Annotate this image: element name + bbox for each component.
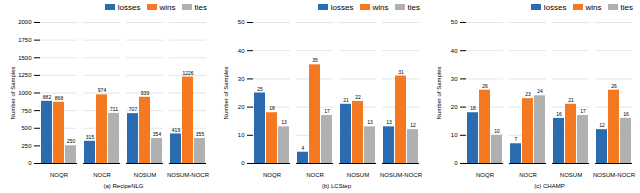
html-text:losses: losses (330, 2, 354, 12)
svg-text:500: 500 (21, 125, 32, 131)
svg-text:18: 18 (470, 105, 476, 111)
svg-text:NOCR: NOCR (519, 172, 537, 178)
html-text:wins: wins (159, 2, 176, 12)
svg-text:707: 707 (129, 106, 138, 112)
svg-text:10: 10 (238, 132, 245, 138)
svg-text:1250: 1250 (18, 72, 32, 78)
html-text:wins: wins (372, 2, 389, 12)
svg-text:50: 50 (238, 19, 245, 25)
svg-text:355: 355 (196, 131, 205, 137)
svg-text:16: 16 (623, 111, 629, 117)
svg-text:0: 0 (454, 160, 458, 166)
html-text:wins: wins (585, 2, 602, 12)
svg-text:7: 7 (515, 136, 518, 142)
svg-text:22: 22 (355, 94, 361, 100)
svg-text:2000: 2000 (18, 19, 32, 25)
html-text:ties: ties (194, 2, 207, 12)
svg-text:13: 13 (386, 119, 392, 125)
svg-text:Number of Samples: Number of Samples (10, 66, 16, 119)
svg-text:26: 26 (482, 83, 488, 89)
svg-text:(b) LCStep: (b) LCStep (322, 183, 352, 189)
svg-text:711: 711 (110, 106, 118, 112)
svg-text:12: 12 (410, 122, 416, 128)
svg-text:17: 17 (580, 108, 586, 114)
svg-text:1500: 1500 (18, 55, 32, 61)
svg-text:30: 30 (451, 76, 458, 82)
svg-text:13: 13 (367, 119, 373, 125)
svg-text:NOSUM-NOCR: NOSUM-NOCR (593, 172, 636, 178)
svg-text:31: 31 (398, 69, 404, 75)
svg-text:24: 24 (537, 88, 543, 94)
html-text:ties: ties (407, 2, 420, 12)
svg-text:NOSUM: NOSUM (347, 172, 369, 178)
svg-text:13: 13 (281, 119, 287, 125)
svg-text:1226: 1226 (182, 70, 193, 76)
html-text:ties: ties (620, 2, 633, 12)
svg-text:10: 10 (451, 132, 458, 138)
svg-text:250: 250 (21, 143, 32, 149)
svg-text:0: 0 (241, 160, 245, 166)
svg-text:NOQR: NOQR (50, 172, 69, 178)
svg-text:250: 250 (67, 138, 76, 144)
html-text:losses: losses (117, 2, 141, 12)
svg-text:1750: 1750 (18, 37, 32, 43)
svg-text:20: 20 (238, 104, 245, 110)
svg-text:40: 40 (451, 48, 458, 54)
svg-text:939: 939 (141, 90, 150, 96)
svg-text:12: 12 (599, 122, 605, 128)
svg-text:882: 882 (43, 94, 52, 100)
svg-text:NOSUM: NOSUM (134, 172, 156, 178)
svg-text:Number of Samples: Number of Samples (223, 66, 229, 119)
svg-text:419: 419 (172, 127, 181, 133)
svg-text:315: 315 (86, 134, 95, 140)
html-text:losses: losses (543, 2, 567, 12)
svg-text:18: 18 (269, 105, 275, 111)
svg-text:(c) CHAMP: (c) CHAMP (534, 183, 564, 189)
svg-text:21: 21 (343, 97, 349, 103)
svg-text:1000: 1000 (18, 90, 32, 96)
svg-text:20: 20 (451, 104, 458, 110)
svg-text:26: 26 (611, 83, 617, 89)
svg-text:50: 50 (451, 19, 458, 25)
svg-text:354: 354 (153, 131, 162, 137)
svg-text:0: 0 (28, 160, 32, 166)
svg-text:10: 10 (494, 128, 500, 134)
svg-text:16: 16 (556, 111, 562, 117)
svg-text:974: 974 (98, 87, 107, 93)
svg-text:25: 25 (257, 86, 263, 92)
svg-text:NOCR: NOCR (93, 172, 111, 178)
svg-text:40: 40 (238, 48, 245, 54)
svg-text:Number of Samples: Number of Samples (436, 66, 442, 119)
svg-text:23: 23 (525, 91, 531, 97)
svg-text:NOSUM-NOCR: NOSUM-NOCR (167, 172, 210, 178)
svg-text:21: 21 (568, 97, 574, 103)
svg-text:750: 750 (21, 108, 32, 114)
svg-text:(a) RecipeNLG: (a) RecipeNLG (103, 183, 143, 189)
svg-text:4: 4 (302, 145, 305, 151)
svg-text:NOSUM: NOSUM (560, 172, 582, 178)
svg-text:NOQR: NOQR (263, 172, 282, 178)
svg-text:NOQR: NOQR (476, 172, 495, 178)
svg-text:17: 17 (324, 108, 330, 114)
svg-text:NOCR: NOCR (306, 172, 324, 178)
svg-text:30: 30 (238, 76, 245, 82)
svg-text:868: 868 (55, 95, 64, 101)
svg-text:NOSUM-NOCR: NOSUM-NOCR (380, 172, 423, 178)
svg-text:35: 35 (312, 57, 318, 63)
